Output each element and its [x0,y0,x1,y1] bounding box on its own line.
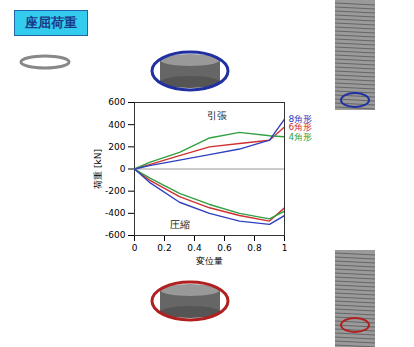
svg-text:600: 600 [108,97,125,107]
svg-text:8角形: 8角形 [289,114,313,124]
svg-text:-600: -600 [105,230,126,240]
svg-text:圧縮: 圧縮 [170,219,190,230]
svg-text:4角形: 4角形 [289,132,313,142]
svg-text:引張: 引張 [207,110,227,121]
svg-text:0.6: 0.6 [217,243,232,253]
svg-text:0: 0 [120,164,126,174]
svg-text:0.8: 0.8 [247,243,262,253]
svg-text:0.4: 0.4 [187,243,202,253]
svg-text:変位量: 変位量 [196,256,223,266]
svg-text:6角形: 6角形 [288,121,313,132]
svg-text:-200: -200 [105,186,126,196]
svg-text:200: 200 [108,142,125,152]
svg-text:0.2: 0.2 [157,243,171,253]
svg-text:-400: -400 [105,208,126,218]
svg-text:荷重 [kN]: 荷重 [kN] [93,149,103,189]
svg-text:400: 400 [108,120,125,130]
html-text:座屈荷重: 座屈荷重 [25,15,77,30]
svg-text:1: 1 [282,243,288,253]
svg-text:0: 0 [132,243,138,253]
